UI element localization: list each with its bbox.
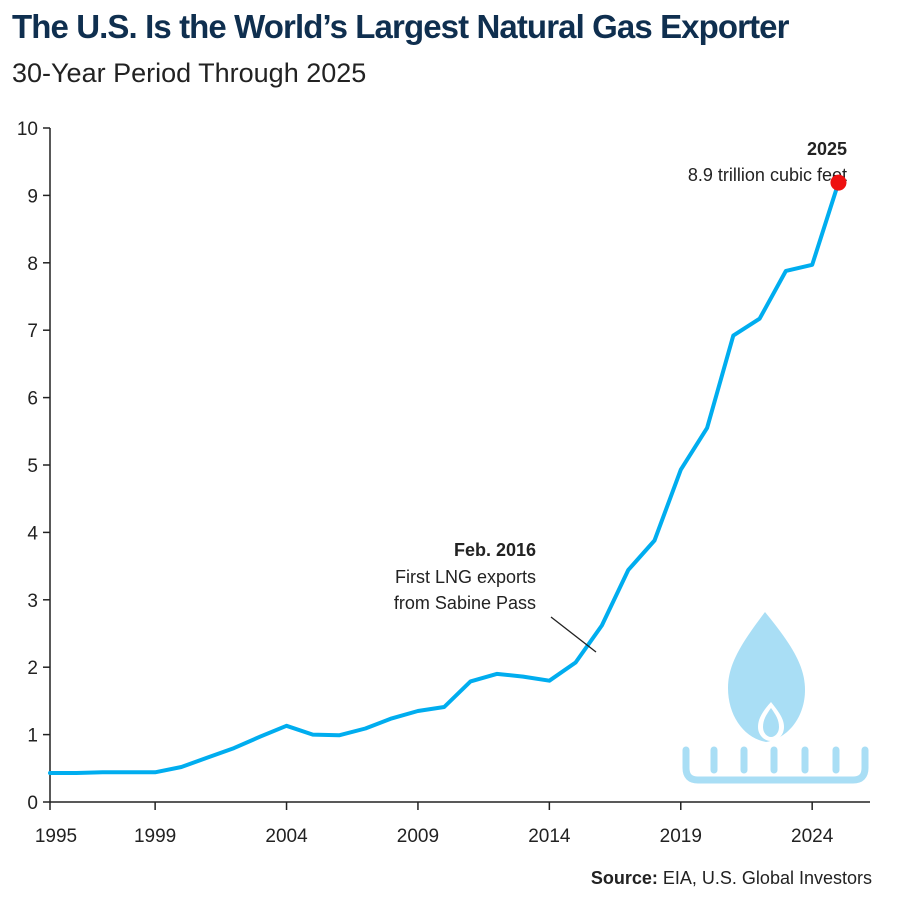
- y-tick-label: 3: [27, 591, 38, 612]
- y-tick-label: 9: [27, 186, 38, 207]
- x-tick-label: 1999: [134, 826, 176, 847]
- flame-core-icon: [763, 708, 779, 737]
- source-text: EIA, U.S. Global Investors: [662, 868, 872, 888]
- data-point-2023: [784, 269, 788, 273]
- gas-flame-burner-icon: [682, 612, 869, 784]
- annotation-2025-value: 8.9 trillion cubic feet: [688, 165, 847, 185]
- data-point-2007: [363, 727, 367, 731]
- data-point-2015: [574, 660, 578, 664]
- data-point-2002: [232, 746, 236, 750]
- end-point-marker: [830, 174, 847, 191]
- annotation-leader-line: [550, 616, 597, 653]
- y-tick-label: 5: [27, 456, 38, 477]
- x-tick-label: 2009: [397, 826, 439, 847]
- data-point-2013: [521, 675, 525, 679]
- y-tick-label: 0: [27, 793, 38, 814]
- data-point-2018: [652, 538, 656, 542]
- data-point-2021: [731, 334, 735, 338]
- y-tick-label: 2: [27, 658, 38, 679]
- y-tick-label: 1: [27, 726, 38, 747]
- y-tick-label: 4: [27, 523, 38, 544]
- data-point-2008: [390, 716, 394, 720]
- x-axis-ticks: 1995 1999 2004 2009 2014 2019 2024: [35, 802, 834, 847]
- data-point-2016: [600, 623, 604, 627]
- data-point-1995: [48, 771, 52, 775]
- annotations: Feb. 2016 First LNG exports from Sabine …: [394, 139, 847, 653]
- data-point-2009: [416, 709, 420, 713]
- source-label: Source:: [590, 868, 658, 888]
- x-tick-label: 2019: [660, 826, 702, 847]
- data-point-2005: [311, 733, 315, 737]
- data-point-2006: [337, 733, 341, 737]
- data-point-2020: [705, 426, 709, 430]
- data-point-1997: [101, 770, 105, 774]
- chart-title: The U.S. Is the World’s Largest Natural …: [12, 8, 789, 45]
- data-point-1999: [153, 770, 157, 774]
- x-tick-label: 2024: [791, 826, 834, 847]
- data-point-2014: [547, 679, 551, 683]
- data-point-2012: [495, 672, 499, 676]
- x-tick-label: 1995: [35, 826, 77, 847]
- x-tick-label: 2014: [528, 826, 571, 847]
- data-point-2024: [810, 263, 814, 267]
- data-points: [48, 181, 840, 775]
- series-line: [48, 180, 841, 775]
- chart-subtitle: 30-Year Period Through 2025: [12, 58, 367, 88]
- annotation-2016-line1: First LNG exports: [395, 567, 536, 587]
- data-point-2019: [679, 468, 683, 472]
- y-axis-ticks: 0 1 2 3 4 5 6 7 8 9 10: [17, 119, 50, 814]
- annotation-2025-heading: 2025: [807, 139, 847, 159]
- data-point-2017: [626, 568, 630, 572]
- data-point-2000: [179, 765, 183, 769]
- y-tick-label: 8: [27, 254, 38, 275]
- annotation-2016-heading: Feb. 2016: [454, 540, 536, 560]
- burner-icon: [682, 746, 869, 784]
- data-point-1996: [74, 771, 78, 775]
- data-point-2001: [206, 756, 210, 760]
- data-point-1998: [127, 770, 131, 774]
- y-tick-label: 7: [27, 321, 38, 342]
- source-note: Source: EIA, U.S. Global Investors: [591, 868, 872, 889]
- data-point-2004: [285, 724, 289, 728]
- annotation-2016-line2: from Sabine Pass: [394, 593, 536, 613]
- data-point-2011: [469, 679, 473, 683]
- data-point-2010: [442, 705, 446, 709]
- data-point-2003: [258, 735, 262, 739]
- x-tick-label: 2004: [265, 826, 308, 847]
- y-tick-label: 6: [27, 389, 38, 410]
- data-point-2022: [758, 317, 762, 321]
- flame-icon: [728, 612, 805, 742]
- y-tick-label: 10: [17, 119, 38, 140]
